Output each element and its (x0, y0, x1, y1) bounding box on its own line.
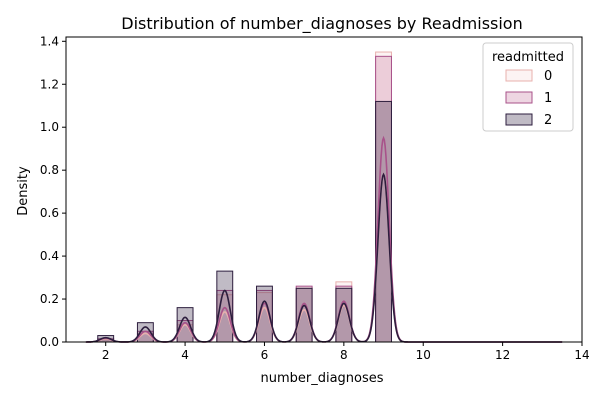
x-axis-label: number_diagnoses (260, 371, 383, 386)
y-tick-label-0.2: 0.2 (40, 292, 59, 306)
plot-area: 2 4 6 8 10 12 140.00.20.40.60.81.01.21.4 (40, 34, 590, 362)
x-tick-label-6: 6 (261, 348, 269, 362)
plot-frame (65, 36, 583, 343)
kde-line-0 (85, 172, 563, 343)
chart-title: Distribution of number_diagnoses by Read… (121, 14, 522, 34)
y-tick-label-1.4: 1.4 (40, 34, 59, 48)
legend-title: readmitted (492, 50, 564, 65)
y-tick-label-1.0: 1.0 (40, 120, 59, 134)
legend-swatch-0 (505, 69, 533, 82)
y-tick-label-0.0: 0.0 (40, 335, 59, 349)
y-tick-label-0.4: 0.4 (40, 249, 59, 263)
y-tick-label-0.6: 0.6 (40, 206, 59, 220)
y-tick-label-1.2: 1.2 (40, 77, 59, 91)
x-tick-label-14: 14 (574, 348, 589, 362)
x-tick-label-8: 8 (340, 348, 348, 362)
kde-line-1 (85, 135, 563, 343)
series-2-bars (97, 100, 392, 343)
x-tick-label-2: 2 (102, 348, 110, 362)
legend-label-1: 1 (544, 91, 552, 106)
y-axis-label: Density (16, 166, 31, 216)
legend: readmitted 0 1 2 (482, 42, 574, 132)
x-tick-label-10: 10 (416, 348, 431, 362)
kde-line-2 (85, 172, 563, 343)
legend-swatch-1 (505, 91, 533, 104)
x-tick-label-12: 12 (495, 348, 510, 362)
legend-label-0: 0 (544, 69, 552, 84)
legend-box (482, 42, 574, 132)
y-tick-label-0.8: 0.8 (40, 163, 59, 177)
x-tick-label-4: 4 (181, 348, 189, 362)
legend-label-2: 2 (544, 113, 552, 128)
legend-swatch-2 (505, 113, 533, 126)
